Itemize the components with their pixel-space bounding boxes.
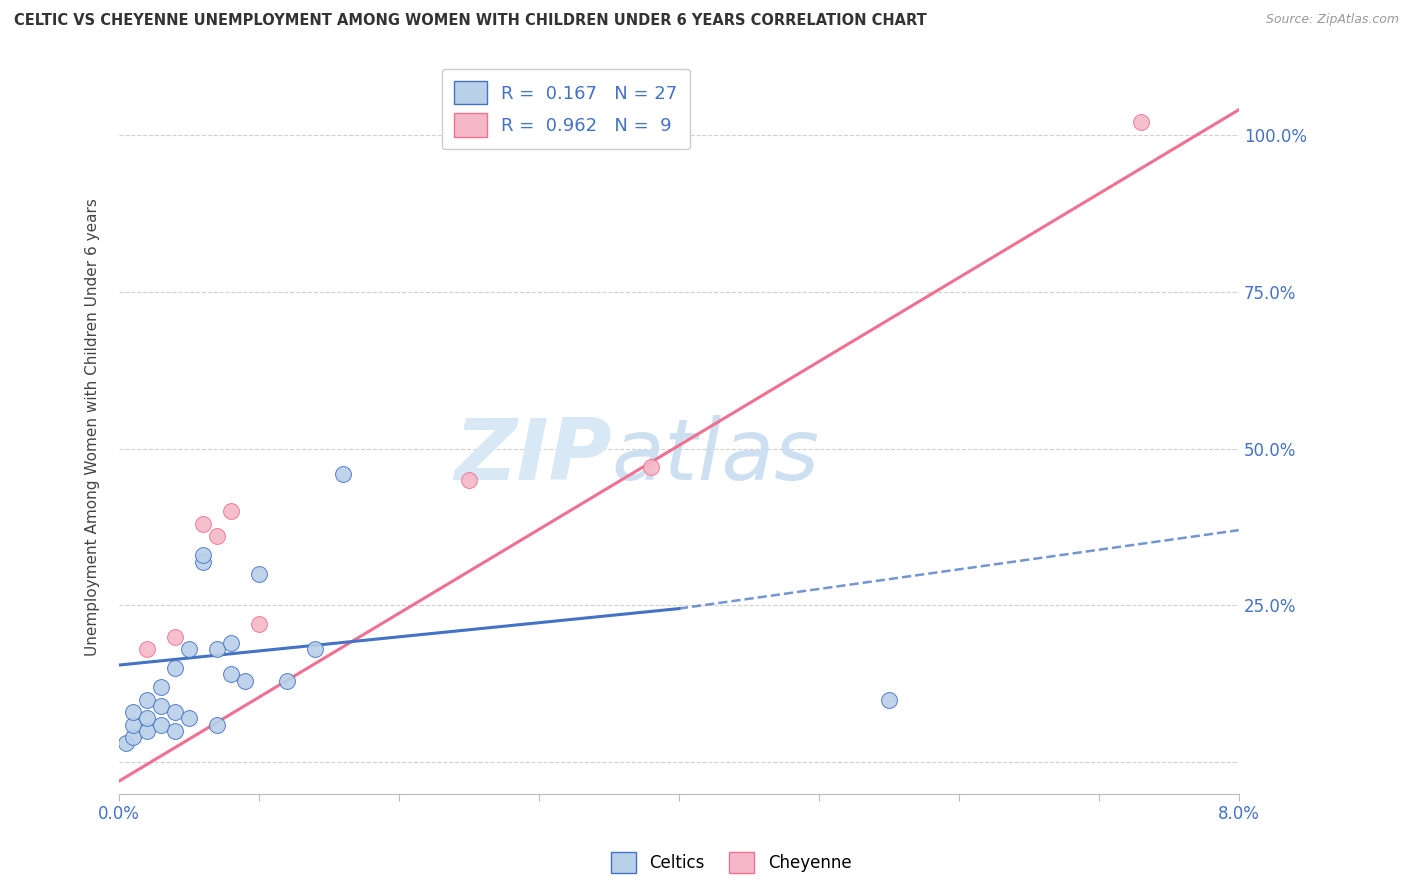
Point [219,667,242,681]
Point [136,642,159,657]
Point [163,661,186,675]
Point [219,504,242,518]
Point [122,730,145,744]
Point [458,473,481,487]
Point [150,717,173,731]
Point [1129,115,1152,129]
Point [191,548,214,562]
Point [640,460,662,475]
Point [877,692,900,706]
Text: atlas: atlas [612,415,820,498]
Point [150,680,173,694]
Text: CELTIC VS CHEYENNE UNEMPLOYMENT AMONG WOMEN WITH CHILDREN UNDER 6 YEARS CORRELAT: CELTIC VS CHEYENNE UNEMPLOYMENT AMONG WO… [14,13,927,29]
Point [191,555,214,569]
Point [304,642,326,657]
Point [233,673,256,688]
Point [136,723,159,738]
Point [163,723,186,738]
Point [191,516,214,531]
Point [150,698,173,713]
Point [115,736,138,750]
Point [163,705,186,719]
Point [136,711,159,725]
Point [122,717,145,731]
Point [205,717,228,731]
Point [247,617,270,632]
Point [205,529,228,543]
Point [205,642,228,657]
Point [219,636,242,650]
Point [177,711,200,725]
Point [177,642,200,657]
Point [122,705,145,719]
Point [136,692,159,706]
Y-axis label: Unemployment Among Women with Children Under 6 years: Unemployment Among Women with Children U… [86,198,100,656]
Point [247,567,270,582]
Legend: R =  0.167   N = 27, R =  0.962   N =  9: R = 0.167 N = 27, R = 0.962 N = 9 [441,69,690,149]
Point [332,467,354,481]
Legend: Celtics, Cheyenne: Celtics, Cheyenne [605,846,858,880]
Text: ZIP: ZIP [454,415,612,498]
Text: Source: ZipAtlas.com: Source: ZipAtlas.com [1265,13,1399,27]
Point [163,630,186,644]
Point [276,673,298,688]
